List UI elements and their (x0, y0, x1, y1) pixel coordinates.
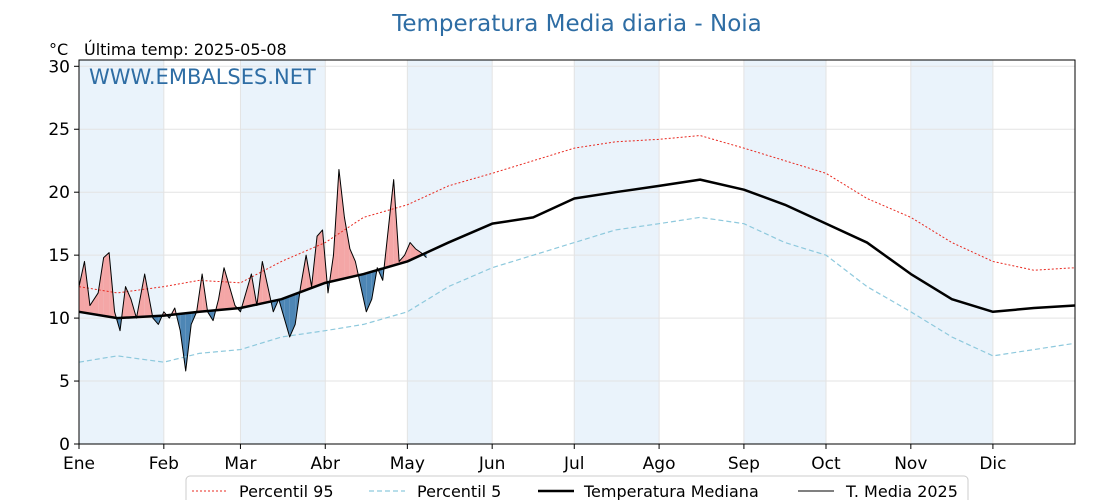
fill-above-median (338, 169, 345, 280)
fill-above-median (344, 217, 350, 279)
legend-box (185, 475, 969, 500)
series-line-p95 (78, 135, 1076, 294)
month-band (910, 60, 993, 444)
fill-below-median (360, 273, 367, 312)
x-tick-label: Sep (728, 454, 760, 474)
x-tick-label: Jul (563, 454, 585, 474)
y-tick-label: 25 (48, 120, 70, 140)
fill-below-median (284, 296, 290, 337)
fill-below-median (289, 294, 296, 337)
chart-title: Temperatura Media diaria - Noia (391, 11, 762, 37)
fill-above-median (404, 242, 411, 263)
month-bands (79, 60, 993, 444)
y-axis-ticks: 0 5 10 15 20 25 30 (48, 57, 79, 455)
unit-label: °C (49, 40, 68, 59)
x-tick-label: Ago (643, 454, 676, 474)
fill-above-median (224, 267, 230, 310)
y-tick-label: 10 (48, 309, 70, 329)
x-tick-label: Nov (894, 454, 927, 474)
fill-above-median (125, 286, 131, 318)
plot-frame (78, 59, 1076, 445)
x-tick-label: Mar (224, 454, 256, 474)
month-band (407, 60, 493, 444)
y-tick-label: 5 (59, 372, 70, 392)
x-tick-label: Feb (149, 454, 179, 474)
fill-above-median (103, 252, 110, 317)
x-axis-ticks: Ene Feb Mar Abr May Jun Jul Ago Sep Oct Nov Dic (63, 444, 1006, 474)
series-lines (78, 135, 1076, 372)
y-tick-label: 20 (48, 183, 70, 203)
fill-above-median (98, 257, 104, 316)
series-line-p5 (78, 216, 1076, 363)
x-tick-label: May (390, 454, 425, 474)
legend-label-media2025: T. Media 2025 (845, 482, 958, 500)
y-tick-label: 0 (59, 435, 70, 455)
y-tick-label: 15 (48, 246, 70, 266)
series-line-mediana (78, 178, 1076, 320)
x-tick-label: Abr (311, 454, 340, 474)
month-band (574, 60, 660, 444)
month-band (743, 60, 826, 444)
x-tick-label: Oct (811, 454, 841, 474)
last-temp-label: Última temp: 2025-05-08 (84, 40, 287, 59)
month-band (79, 60, 164, 444)
fill-above-median (410, 242, 416, 261)
legend: Percentil 95 Percentil 5 Temperatura Media… (185, 475, 969, 500)
fill-above-median (245, 274, 252, 307)
series-line-media2025 (78, 169, 427, 372)
watermark: WWW.EMBALSES.NET (89, 65, 316, 89)
x-tick-label: Dic (979, 454, 1006, 474)
x-tick-label: Ene (63, 454, 95, 474)
x-tick-label: Jun (478, 454, 506, 474)
month-band (240, 60, 326, 444)
fill-above-median (388, 179, 394, 267)
legend-label-p5: Percentil 5 (417, 482, 501, 500)
legend-label-mediana: Temperatura Mediana (583, 482, 759, 500)
fill-above-median (262, 261, 268, 304)
fill-above-median (79, 261, 85, 313)
fill-above-median (349, 248, 356, 278)
fill-above-median (89, 292, 99, 315)
y-tick-label: 30 (48, 57, 70, 77)
legend-label-p95: Percentil 95 (239, 482, 334, 500)
grid-lines (78, 60, 1075, 445)
fill-above-median (317, 229, 323, 286)
